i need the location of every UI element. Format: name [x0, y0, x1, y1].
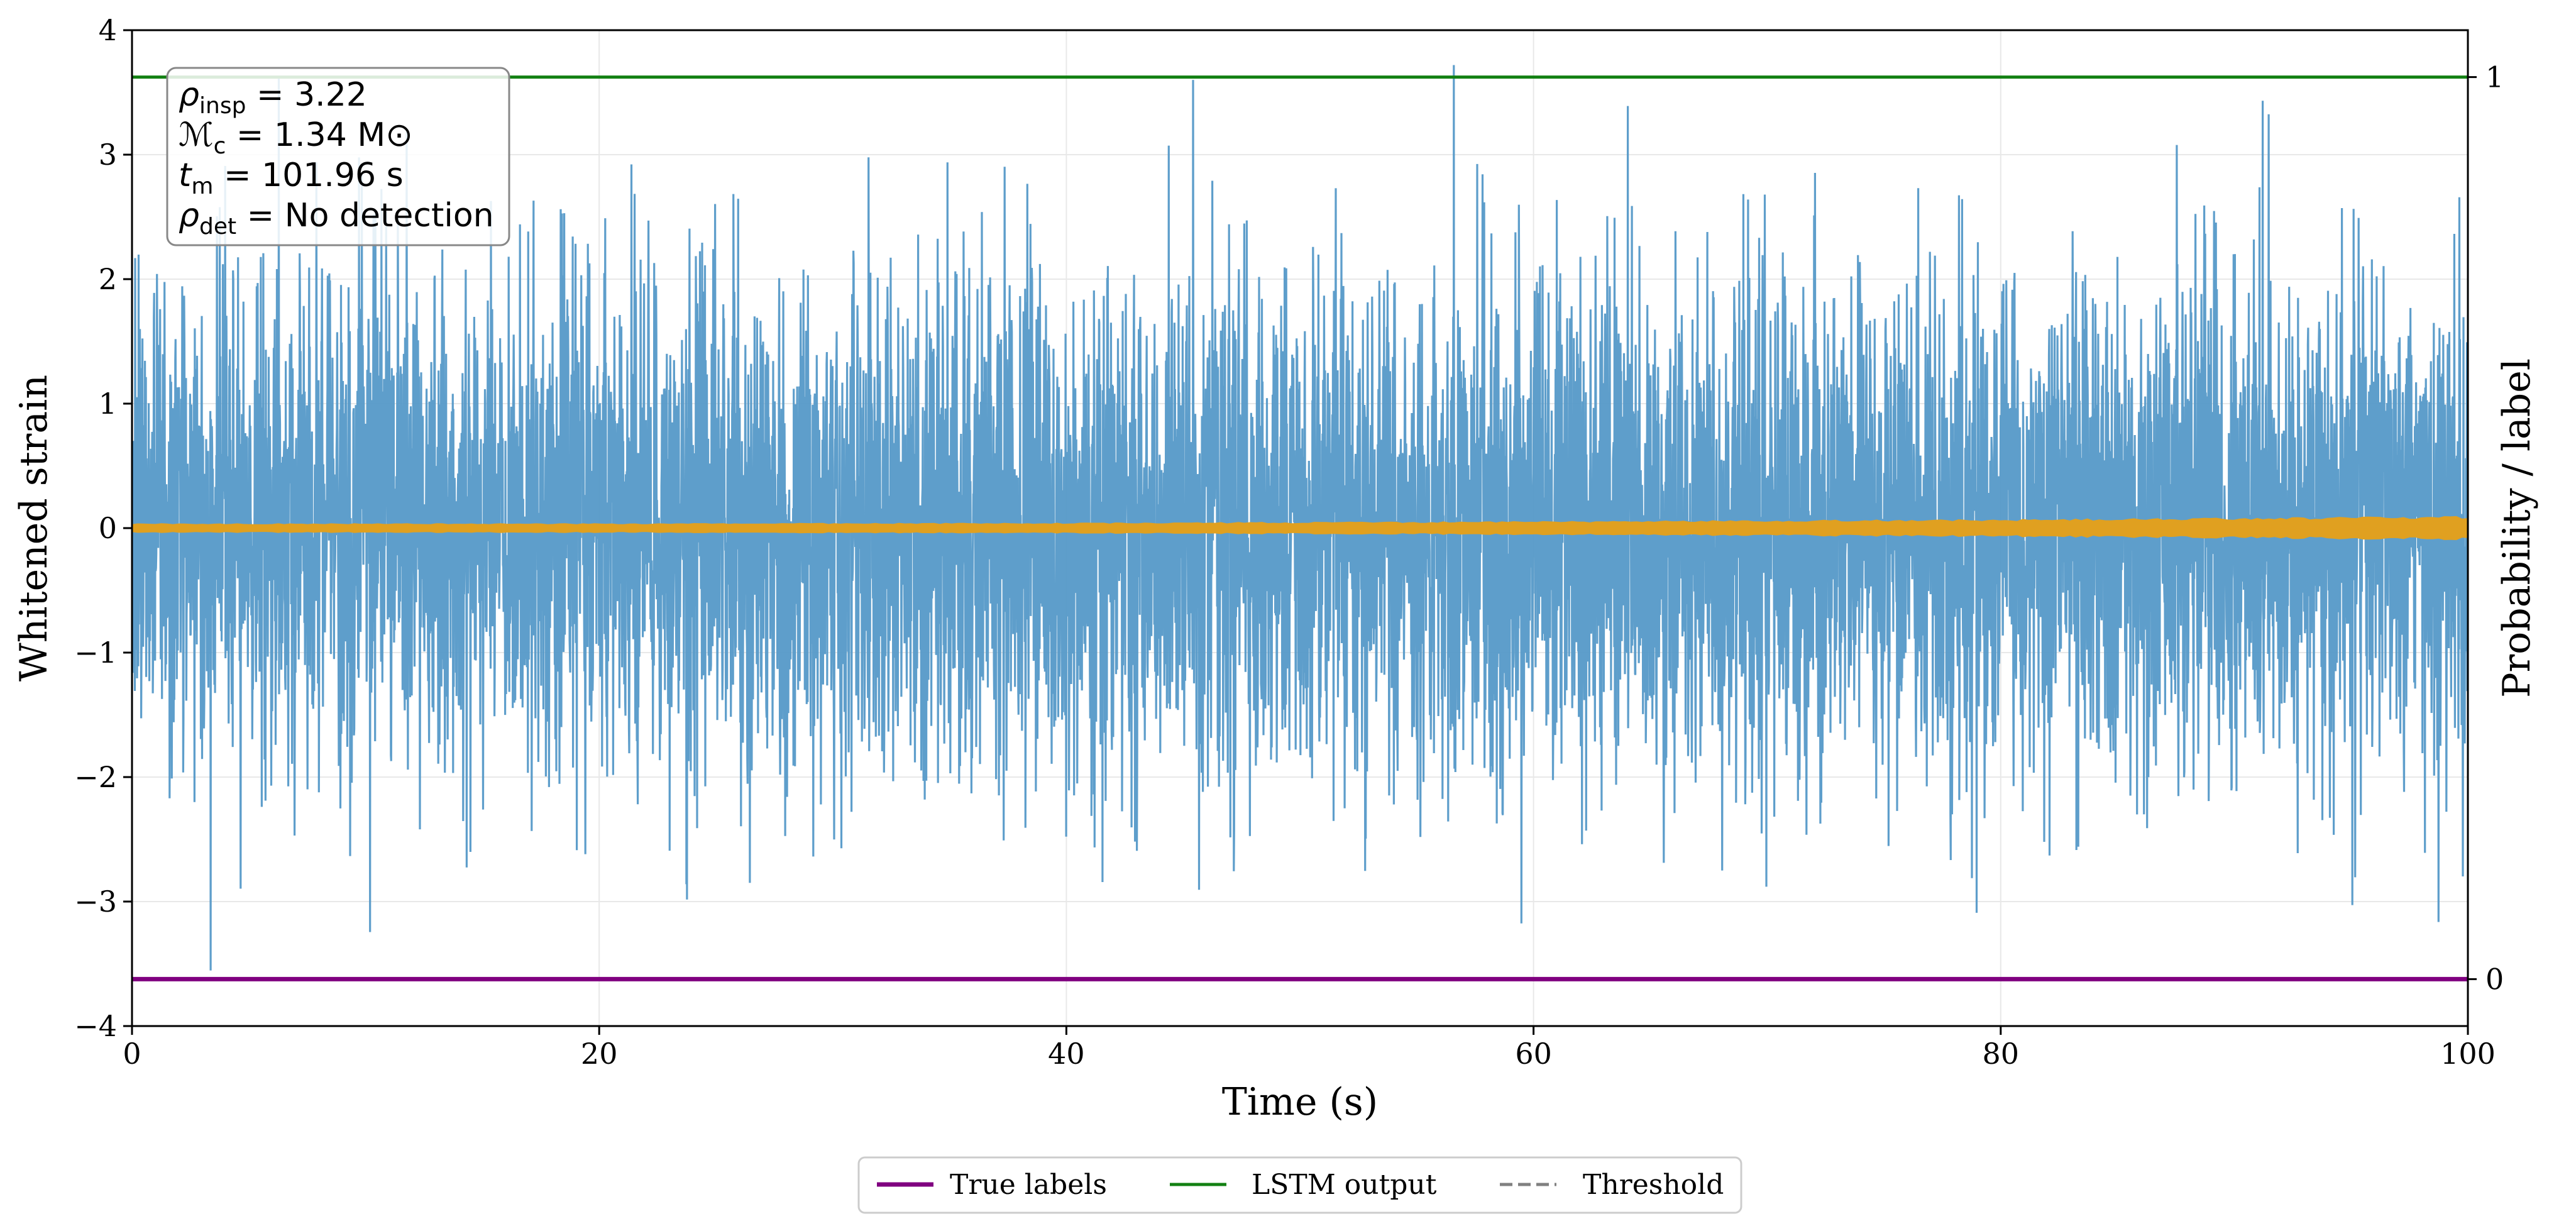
strain-noise-series [132, 65, 2468, 971]
y-tick-label: 2 [99, 262, 117, 296]
x-tick-label: 60 [1515, 1037, 1552, 1071]
y-axis-label: Whitened strain [12, 375, 56, 682]
info-box-frame [166, 67, 510, 246]
x-tick-label: 40 [1048, 1037, 1085, 1071]
y-tick-label: 1 [99, 387, 117, 421]
y-tick-label: −4 [74, 1009, 117, 1043]
legend-true-labels-label: True labels [950, 1169, 1107, 1201]
y-tick-label: 0 [99, 511, 117, 545]
right-y-tick-label: 1 [2485, 60, 2504, 94]
legend-frame [857, 1156, 1742, 1214]
x-axis-label: Time (s) [1222, 1080, 1378, 1124]
right-y-axis-ticks: 01 [2468, 60, 2504, 996]
y-tick-label: 4 [99, 13, 117, 47]
x-tick-label: 100 [2440, 1037, 2496, 1071]
right-y-tick-label: 0 [2485, 962, 2504, 996]
y-tick-label: −2 [74, 760, 117, 794]
y-axis-ticks: −4 −3 −2 −1 0 1 2 3 4 [74, 13, 132, 1043]
x-tick-label: 80 [1983, 1037, 2020, 1071]
legend-lstm-output-label: LSTM output [1252, 1169, 1437, 1201]
x-tick-label: 0 [123, 1037, 141, 1071]
y-tick-label: −1 [74, 636, 117, 670]
info-line: ℳc = 1.34 M⊙ [179, 116, 413, 159]
y-tick-label: −3 [74, 885, 117, 919]
info-line: ρdet = No detection [179, 197, 494, 240]
y-tick-label: 3 [99, 138, 117, 172]
injected-signal-band [132, 516, 2468, 541]
legend-threshold-label: Threshold [1583, 1169, 1724, 1201]
right-y-axis-label: Probability / label [2495, 358, 2539, 698]
legend: True labels LSTM output Threshold [857, 1156, 1742, 1214]
x-axis-ticks: 0 20 40 60 80 100 [123, 1026, 2496, 1071]
x-tick-label: 20 [581, 1037, 618, 1071]
info-line: ρinsp = 3.22 [179, 76, 367, 119]
info-line: tm = 101.96 s [179, 157, 404, 199]
